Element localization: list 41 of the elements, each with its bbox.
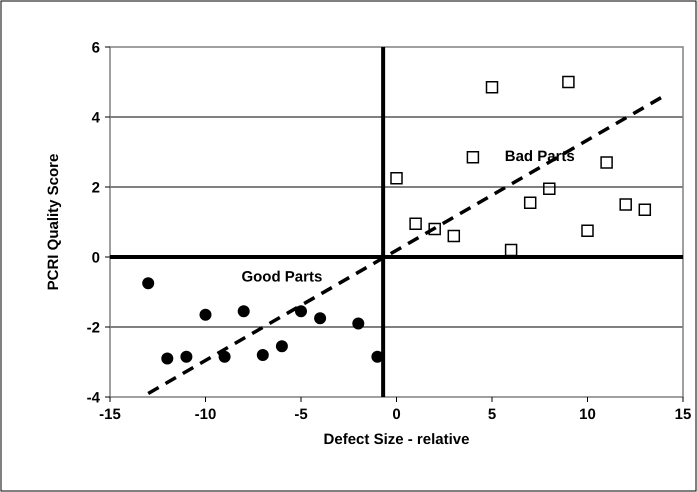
x-tick-label: -10 — [194, 406, 216, 423]
point — [428, 222, 441, 236]
x-tick-label: 5 — [488, 406, 496, 423]
point — [161, 352, 174, 364]
point — [142, 277, 154, 290]
point — [409, 218, 422, 230]
point — [524, 196, 536, 209]
point — [448, 230, 460, 242]
point — [276, 340, 288, 352]
x-axis-title: Defect Size - relative — [324, 431, 470, 448]
x-tick-label: -15 — [99, 406, 121, 423]
y-tick-label: -2 — [86, 319, 100, 336]
point — [638, 204, 652, 216]
x-tick-label: 10 — [579, 406, 596, 423]
x-tick-label: -5 — [294, 406, 308, 423]
y-axis-title: PCRI Quality Score — [45, 154, 62, 290]
y-tick-label: -4 — [86, 389, 101, 406]
point — [180, 350, 192, 363]
point — [238, 305, 250, 318]
point — [390, 172, 403, 184]
point — [200, 308, 212, 321]
point — [581, 224, 594, 237]
point — [218, 350, 231, 363]
y-tick-label: 2 — [92, 179, 100, 196]
point — [619, 198, 632, 211]
point — [466, 151, 480, 164]
point — [314, 312, 326, 324]
y-tick-label: 6 — [92, 39, 100, 56]
annotation: Good Parts — [241, 268, 322, 286]
x-tick-label: 15 — [674, 406, 692, 423]
point — [504, 244, 518, 256]
point — [486, 81, 498, 94]
point — [256, 349, 269, 361]
y-tick-label: 0 — [92, 249, 100, 266]
point — [543, 182, 556, 195]
point — [600, 156, 613, 169]
x-tick-label: 0 — [392, 406, 401, 423]
y-tick-label: 4 — [92, 109, 101, 126]
point — [352, 318, 364, 330]
point — [562, 76, 575, 88]
point — [295, 305, 307, 318]
